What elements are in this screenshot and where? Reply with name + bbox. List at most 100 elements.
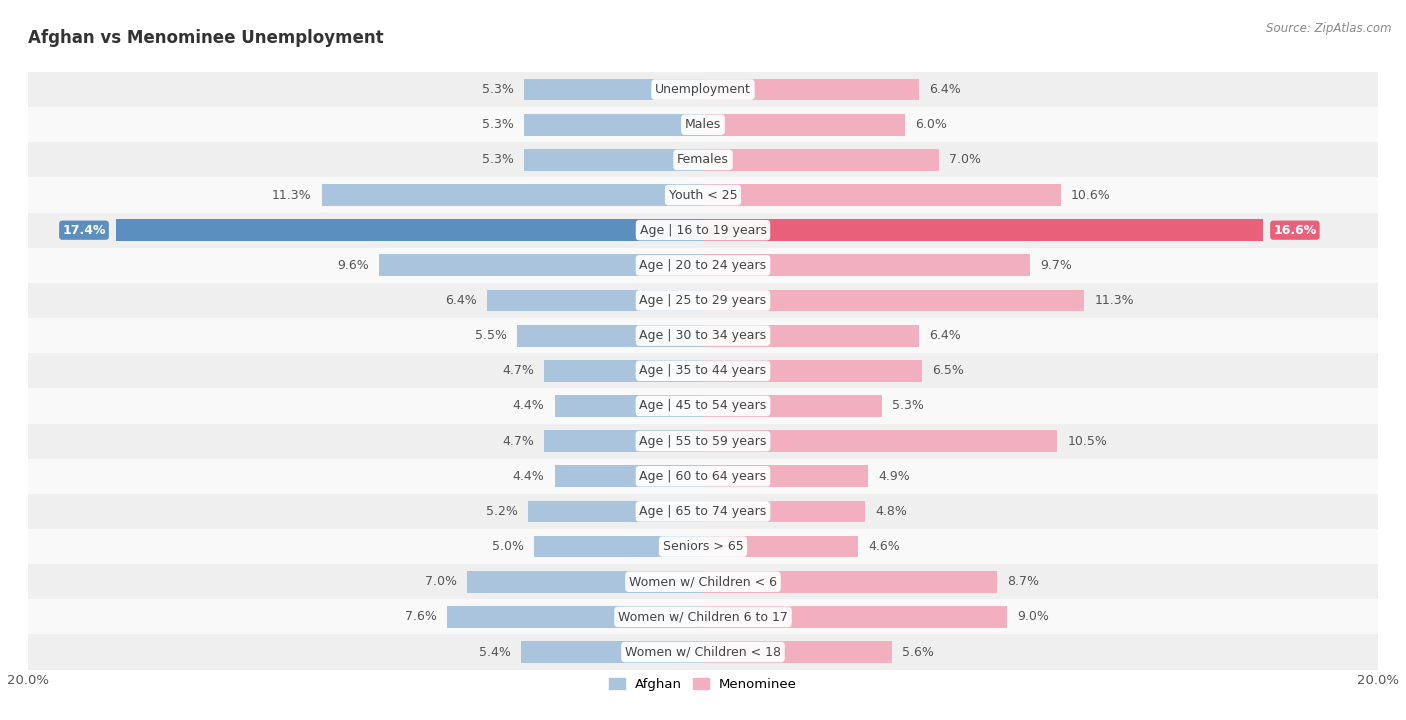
Bar (28, 318, 1378, 354)
Text: 4.4%: 4.4% (513, 400, 544, 413)
Text: Age | 20 to 24 years: Age | 20 to 24 years (640, 259, 766, 272)
Bar (544, 360, 703, 382)
Text: Afghan vs Menominee Unemployment: Afghan vs Menominee Unemployment (28, 30, 384, 48)
Bar (28, 529, 1378, 564)
Text: Source: ZipAtlas.com: Source: ZipAtlas.com (1267, 22, 1392, 35)
Text: 5.3%: 5.3% (891, 400, 924, 413)
Bar (28, 107, 1378, 143)
Bar (703, 114, 905, 135)
Bar (703, 500, 865, 522)
Text: 6.4%: 6.4% (446, 294, 477, 307)
Text: Age | 35 to 44 years: Age | 35 to 44 years (640, 364, 766, 377)
Bar (322, 184, 703, 206)
Legend: Afghan, Menominee: Afghan, Menominee (603, 672, 803, 696)
Bar (544, 431, 703, 452)
Text: Age | 55 to 59 years: Age | 55 to 59 years (640, 435, 766, 448)
Text: Age | 30 to 34 years: Age | 30 to 34 years (640, 329, 766, 342)
Bar (28, 143, 1378, 177)
Bar (115, 220, 703, 241)
Text: 5.3%: 5.3% (482, 118, 515, 131)
Text: Females: Females (678, 153, 728, 166)
Bar (524, 114, 703, 135)
Text: 9.7%: 9.7% (1040, 259, 1073, 272)
Bar (28, 423, 1378, 459)
Bar (703, 78, 920, 101)
Bar (527, 500, 703, 522)
Bar (703, 395, 882, 417)
Bar (28, 72, 1378, 107)
Bar (703, 571, 997, 593)
Bar (28, 634, 1378, 670)
Text: 7.6%: 7.6% (405, 611, 436, 624)
Text: 11.3%: 11.3% (271, 189, 312, 202)
Text: Age | 65 to 74 years: Age | 65 to 74 years (640, 505, 766, 518)
Text: 6.5%: 6.5% (932, 364, 965, 377)
Text: 6.4%: 6.4% (929, 83, 960, 96)
Text: 6.4%: 6.4% (929, 329, 960, 342)
Bar (517, 325, 703, 346)
Bar (28, 599, 1378, 634)
Text: 5.0%: 5.0% (492, 540, 524, 553)
Bar (703, 641, 891, 663)
Bar (28, 354, 1378, 388)
Text: 10.6%: 10.6% (1071, 189, 1111, 202)
Bar (703, 220, 1263, 241)
Text: 5.4%: 5.4% (479, 646, 510, 659)
Text: 5.3%: 5.3% (482, 153, 515, 166)
Text: 5.6%: 5.6% (903, 646, 934, 659)
Text: 5.5%: 5.5% (475, 329, 508, 342)
Text: 9.6%: 9.6% (337, 259, 368, 272)
Text: 4.8%: 4.8% (875, 505, 907, 518)
Text: Males: Males (685, 118, 721, 131)
Bar (703, 254, 1031, 276)
Bar (380, 254, 703, 276)
Bar (28, 459, 1378, 494)
Bar (28, 248, 1378, 283)
Text: 4.7%: 4.7% (502, 435, 534, 448)
Bar (703, 606, 1007, 628)
Text: Age | 60 to 64 years: Age | 60 to 64 years (640, 469, 766, 482)
Bar (28, 177, 1378, 212)
Text: Youth < 25: Youth < 25 (669, 189, 737, 202)
Bar (534, 536, 703, 557)
Text: 4.9%: 4.9% (879, 469, 910, 482)
Text: 4.4%: 4.4% (513, 469, 544, 482)
Text: 5.2%: 5.2% (485, 505, 517, 518)
Text: 5.3%: 5.3% (482, 83, 515, 96)
Bar (28, 212, 1378, 248)
Bar (524, 78, 703, 101)
Bar (28, 388, 1378, 423)
Text: Age | 16 to 19 years: Age | 16 to 19 years (640, 224, 766, 237)
Text: Women w/ Children < 18: Women w/ Children < 18 (626, 646, 780, 659)
Bar (703, 289, 1084, 311)
Bar (554, 395, 703, 417)
Bar (703, 149, 939, 171)
Text: Women w/ Children < 6: Women w/ Children < 6 (628, 575, 778, 588)
Bar (486, 289, 703, 311)
Text: Unemployment: Unemployment (655, 83, 751, 96)
Text: Women w/ Children 6 to 17: Women w/ Children 6 to 17 (619, 611, 787, 624)
Text: 17.4%: 17.4% (62, 224, 105, 237)
Bar (703, 325, 920, 346)
Text: 10.5%: 10.5% (1067, 435, 1108, 448)
Bar (703, 431, 1057, 452)
Bar (520, 641, 703, 663)
Bar (703, 536, 858, 557)
Text: 11.3%: 11.3% (1094, 294, 1135, 307)
Bar (703, 465, 869, 487)
Text: 9.0%: 9.0% (1017, 611, 1049, 624)
Text: Age | 25 to 29 years: Age | 25 to 29 years (640, 294, 766, 307)
Bar (447, 606, 703, 628)
Bar (467, 571, 703, 593)
Bar (28, 564, 1378, 599)
Text: 8.7%: 8.7% (1007, 575, 1039, 588)
Bar (28, 494, 1378, 529)
Text: Seniors > 65: Seniors > 65 (662, 540, 744, 553)
Text: 7.0%: 7.0% (949, 153, 981, 166)
Text: 4.6%: 4.6% (869, 540, 900, 553)
Bar (524, 149, 703, 171)
Bar (703, 360, 922, 382)
Text: 6.0%: 6.0% (915, 118, 948, 131)
Text: 4.7%: 4.7% (502, 364, 534, 377)
Text: Age | 45 to 54 years: Age | 45 to 54 years (640, 400, 766, 413)
